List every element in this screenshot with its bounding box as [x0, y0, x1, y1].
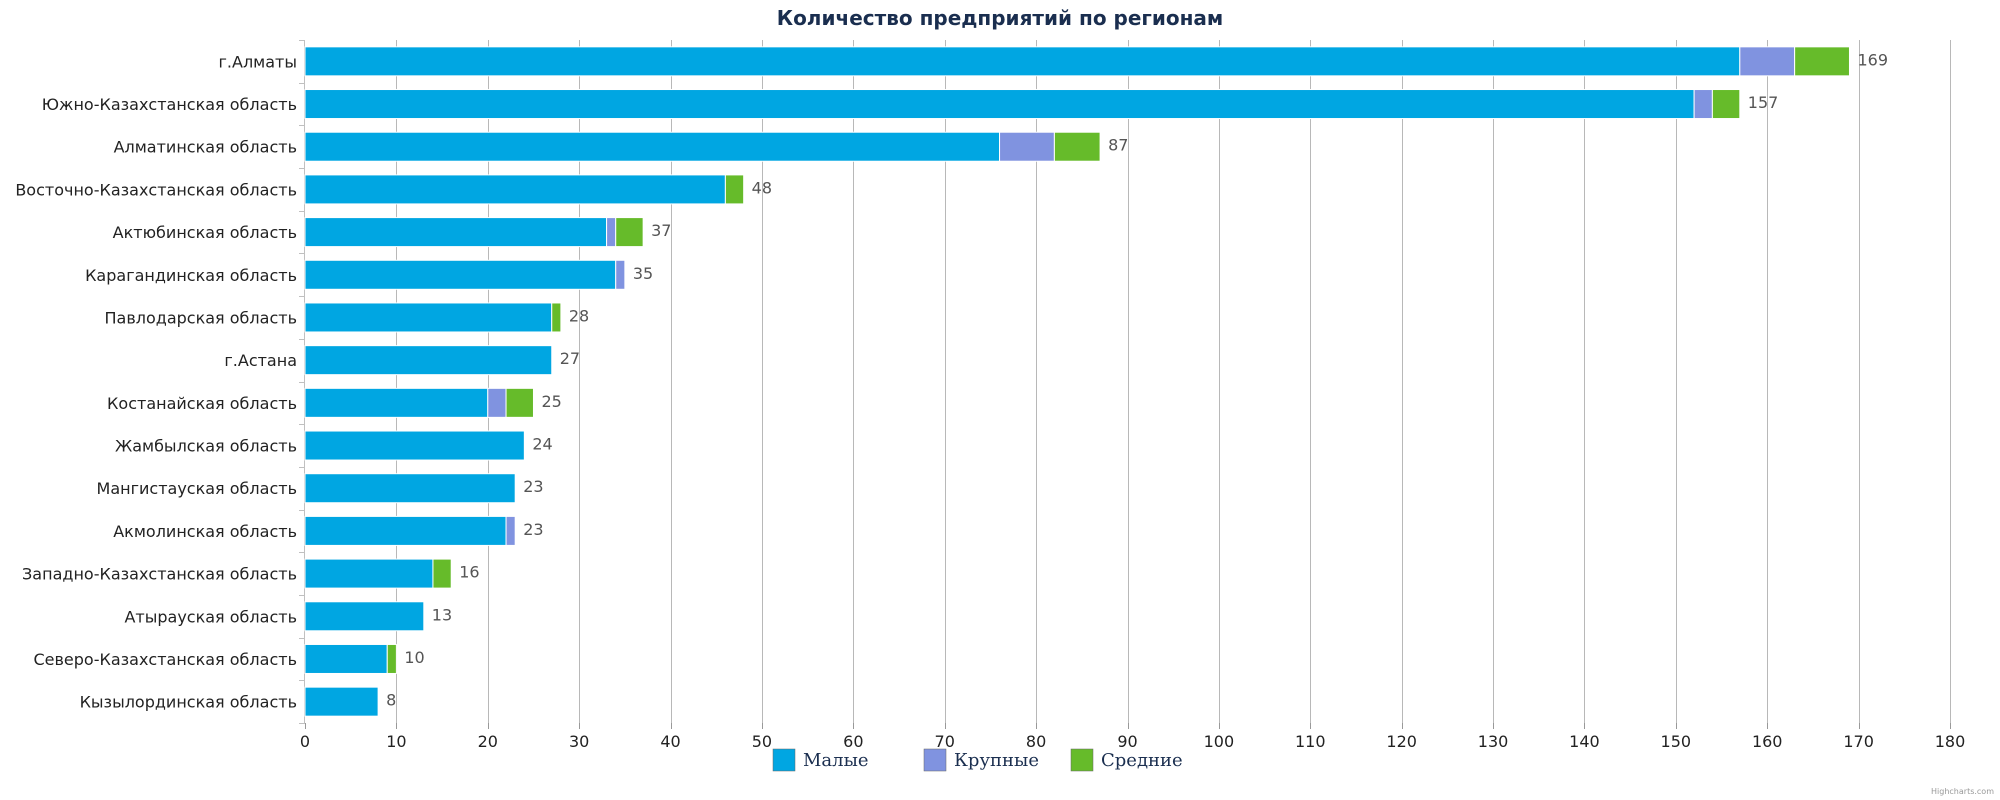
- total-label: 48: [752, 178, 772, 197]
- total-label: 169: [1857, 50, 1888, 69]
- total-label: 87: [1108, 136, 1128, 155]
- category-label: Актюбинская область: [113, 223, 297, 242]
- x-tick-label: 100: [1204, 732, 1235, 751]
- bar-segment[interactable]: [304, 46, 1741, 77]
- total-label: 13: [432, 605, 452, 624]
- total-label: 23: [523, 477, 543, 496]
- legend-swatch: [772, 748, 796, 772]
- legend-label: Малые: [803, 750, 869, 771]
- bar-segment[interactable]: [304, 515, 507, 546]
- bar-segment[interactable]: [304, 558, 434, 589]
- bar-segment[interactable]: [304, 430, 525, 461]
- x-tick-label: 80: [1026, 732, 1046, 751]
- bar-segment[interactable]: [304, 345, 553, 376]
- bar-segment[interactable]: [386, 643, 397, 674]
- bar-segment[interactable]: [615, 217, 644, 248]
- bar-segment[interactable]: [1739, 46, 1796, 77]
- x-tick-label: 20: [478, 732, 498, 751]
- bar-segment[interactable]: [999, 131, 1055, 162]
- x-tick-label: 60: [843, 732, 863, 751]
- legend-item[interactable]: Малые: [772, 748, 869, 772]
- bar-segment[interactable]: [304, 302, 553, 333]
- bar-segment[interactable]: [304, 131, 1001, 162]
- bar-segment[interactable]: [304, 686, 379, 717]
- category-label: Карагандинская область: [85, 266, 297, 285]
- x-tick-label: 120: [1386, 732, 1417, 751]
- bar-segment[interactable]: [432, 558, 452, 589]
- category-label: Павлодарская область: [104, 308, 297, 327]
- bar-segment[interactable]: [304, 387, 489, 418]
- legend-label: Крупные: [954, 750, 1039, 771]
- x-tick-label: 160: [1752, 732, 1783, 751]
- total-label: 10: [404, 648, 424, 667]
- bar-segment[interactable]: [505, 387, 534, 418]
- bar-segment[interactable]: [304, 89, 1695, 120]
- total-label: 24: [532, 435, 552, 454]
- bar-segment[interactable]: [505, 515, 516, 546]
- bar-segment[interactable]: [1711, 89, 1741, 120]
- total-label: 27: [560, 349, 580, 368]
- legend-item[interactable]: Крупные: [923, 748, 1039, 772]
- category-label: Жамбылская область: [115, 437, 297, 456]
- x-tick-label: 180: [1935, 732, 1966, 751]
- category-label: Мангистауская область: [97, 479, 297, 498]
- x-tick-label: 10: [386, 732, 406, 751]
- total-label: 23: [523, 520, 543, 539]
- legend-label: Средние: [1101, 750, 1183, 771]
- x-tick-label: 50: [752, 732, 772, 751]
- category-label: Южно-Казахстанская область: [42, 95, 297, 114]
- category-label: Западно-Казахстанская область: [22, 565, 297, 584]
- x-tick-label: 140: [1569, 732, 1600, 751]
- legend-swatch: [1070, 748, 1094, 772]
- category-label: Северо-Казахстанская область: [33, 650, 297, 669]
- legend-swatch: [923, 748, 947, 772]
- category-label: Атырауская область: [124, 607, 297, 626]
- legend-item[interactable]: Средние: [1070, 748, 1183, 772]
- x-tick-label: 0: [300, 732, 310, 751]
- bars-layer: [304, 46, 1850, 717]
- total-label: 8: [386, 691, 396, 710]
- category-label: г.Астана: [224, 351, 297, 370]
- bar-segment[interactable]: [1693, 89, 1713, 120]
- bar-segment[interactable]: [304, 473, 516, 504]
- total-label: 25: [541, 392, 561, 411]
- category-label: Восточно-Казахстанская область: [15, 180, 297, 199]
- bar-segment[interactable]: [304, 217, 608, 248]
- x-tick-label: 150: [1661, 732, 1692, 751]
- bar-segment[interactable]: [1794, 46, 1850, 77]
- x-tick-label: 170: [1843, 732, 1874, 751]
- bar-segment[interactable]: [724, 174, 745, 205]
- total-label: 35: [633, 264, 653, 283]
- legend: Малые Крупные Средние: [772, 748, 1183, 772]
- bar-segment[interactable]: [551, 302, 562, 333]
- x-tick-label: 70: [935, 732, 955, 751]
- credit-text[interactable]: Highcharts.com: [1931, 787, 1994, 796]
- bar-segment[interactable]: [615, 259, 626, 290]
- total-label: 157: [1748, 93, 1779, 112]
- bar-segment[interactable]: [487, 387, 507, 418]
- category-label: Акмолинская область: [113, 522, 297, 541]
- bar-segment[interactable]: [304, 174, 726, 205]
- chart-title: Количество предприятий по регионам: [777, 6, 1224, 30]
- total-label: 28: [569, 306, 589, 325]
- x-tick-label: 30: [569, 732, 589, 751]
- category-label: Кызылординская область: [80, 693, 297, 712]
- total-label: 16: [459, 563, 479, 582]
- x-tick-label: 90: [1117, 732, 1137, 751]
- bar-segment[interactable]: [606, 217, 617, 248]
- labels-layer: 0 10 20 30 40 50 60 70 80 90 100 110 120 130 140 150 160…: [15, 50, 1965, 751]
- x-tick-label: 40: [660, 732, 680, 751]
- category-label: г.Алматы: [219, 52, 298, 71]
- bar-segment[interactable]: [1053, 131, 1101, 162]
- bar-segment[interactable]: [304, 601, 425, 632]
- bar-segment[interactable]: [304, 643, 388, 674]
- total-label: 37: [651, 221, 671, 240]
- category-label: Алматинская область: [114, 138, 297, 157]
- x-tick-label: 130: [1478, 732, 1509, 751]
- x-tick-label: 110: [1295, 732, 1326, 751]
- category-label: Костанайская область: [107, 394, 297, 413]
- bar-segment[interactable]: [304, 259, 617, 290]
